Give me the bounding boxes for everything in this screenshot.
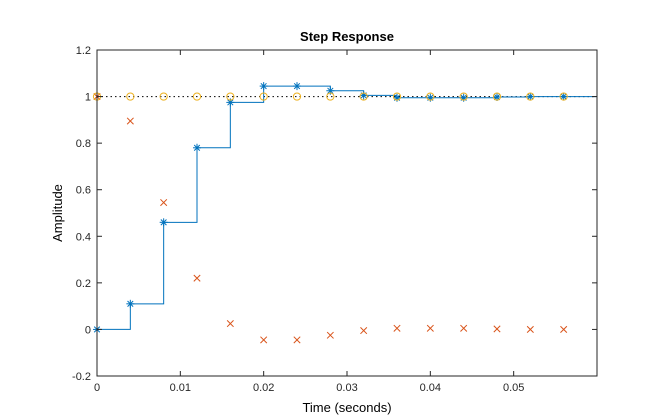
x-marker (293, 336, 301, 344)
circle-marker (426, 92, 435, 101)
x-tick-label: 0.02 (253, 382, 274, 394)
x-axis-label: Time (seconds) (302, 400, 391, 415)
star-marker (126, 299, 135, 308)
circle-marker (292, 92, 302, 101)
circle-marker (559, 92, 568, 101)
x-marker (560, 325, 568, 333)
series-1 (93, 93, 568, 344)
y-axis-label: Amplitude (50, 184, 65, 242)
circle-marker (492, 92, 502, 101)
circle-marker (392, 92, 402, 101)
circle-marker (192, 92, 202, 101)
x-marker (193, 274, 201, 282)
x-marker (326, 331, 334, 339)
y-tick-label: 1.2 (76, 45, 91, 57)
star-marker (259, 82, 268, 91)
star-marker (193, 143, 201, 152)
star-marker (526, 92, 535, 101)
circle-marker (226, 92, 235, 101)
star-marker (293, 82, 301, 91)
y-tick-label: 0.2 (76, 278, 91, 290)
x-marker (226, 320, 234, 328)
y-tick-label: 0 (85, 324, 91, 336)
plot-area (97, 50, 597, 376)
star-marker (159, 218, 168, 227)
star-marker (326, 86, 335, 95)
series-0 (93, 82, 597, 334)
y-tick-label: 1 (85, 92, 91, 104)
circle-marker (259, 92, 268, 101)
x-marker (526, 325, 534, 333)
chart-title: Step Response (300, 29, 394, 44)
x-tick-label: 0.04 (420, 382, 441, 394)
x-marker (260, 336, 268, 344)
x-marker (160, 198, 168, 207)
star-marker (559, 92, 568, 101)
circle-marker (526, 92, 535, 101)
circle-marker (126, 92, 135, 101)
y-tick-label: 0.6 (76, 185, 91, 197)
x-tick-label: 0.03 (336, 382, 357, 394)
x-marker (126, 117, 134, 125)
x-marker (360, 327, 368, 335)
x-marker (393, 324, 401, 332)
x-marker (426, 324, 434, 332)
x-marker (460, 324, 468, 332)
circle-marker (459, 92, 468, 101)
x-marker (493, 325, 501, 333)
y-tick-label: -0.2 (72, 371, 91, 383)
circle-marker (326, 92, 335, 101)
circle-marker (359, 92, 368, 101)
x-tick-label: 0 (94, 382, 100, 394)
y-tick-label: 0.8 (76, 138, 91, 150)
x-tick-label: 0.01 (170, 382, 191, 394)
y-tick-label: 0.4 (76, 231, 91, 243)
x-tick-label: 0.05 (503, 382, 524, 394)
circle-marker (159, 92, 168, 101)
